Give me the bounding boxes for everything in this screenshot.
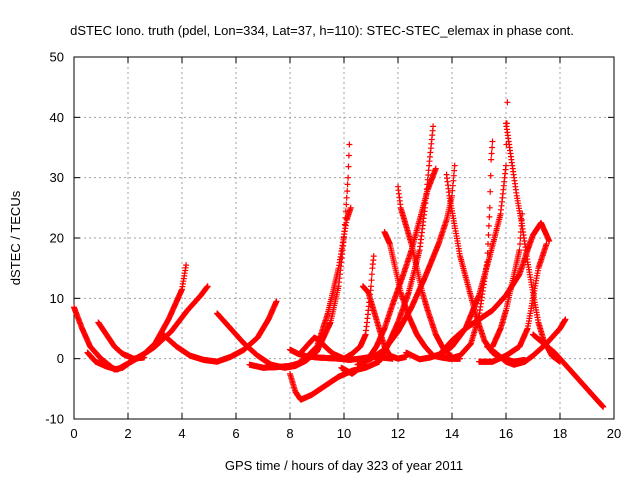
data-point xyxy=(485,232,492,238)
x-tick-label: 0 xyxy=(70,426,77,441)
data-point xyxy=(487,172,494,179)
data-point xyxy=(183,262,190,269)
axis-ticks: 0 2 4 6 8 10 12 14 16 18 20 -10 0 10 20 30 40 50 xyxy=(45,50,621,442)
data-point xyxy=(345,152,352,159)
y-axis-label: dSTEC / TECUs xyxy=(8,190,23,285)
data-point xyxy=(488,156,495,163)
data-point xyxy=(485,241,491,247)
x-tick-label: 8 xyxy=(286,426,293,441)
y-tick-label: 0 xyxy=(57,351,64,366)
data-point xyxy=(430,123,437,130)
series-22 xyxy=(530,331,607,410)
x-tick-label: 4 xyxy=(178,426,185,441)
data-point xyxy=(141,354,148,361)
data-point xyxy=(489,138,496,145)
data-point xyxy=(487,188,494,195)
x-axis-label: GPS time / hours of day 323 of year 2011 xyxy=(225,458,463,473)
series-3 xyxy=(95,319,148,362)
data-point xyxy=(343,201,350,208)
x-tick-label: 16 xyxy=(499,426,513,441)
data-point xyxy=(273,298,280,305)
data-point xyxy=(486,204,493,211)
y-tick-label: 10 xyxy=(50,291,64,306)
data-point xyxy=(368,277,375,284)
data-point xyxy=(347,204,354,211)
y-tick-label: -10 xyxy=(45,412,64,427)
data-point xyxy=(503,162,509,169)
chart-title: dSTEC Iono. truth (pdel, Lon=334, Lat=37… xyxy=(70,23,574,38)
data-point xyxy=(517,241,523,247)
data-point xyxy=(485,222,492,229)
data-point xyxy=(489,144,496,151)
data-point xyxy=(343,194,350,201)
x-tick-label: 12 xyxy=(391,426,405,441)
data-point xyxy=(342,208,349,215)
data-point xyxy=(370,253,377,260)
series-6 xyxy=(246,204,354,371)
data-point xyxy=(486,213,493,220)
series-4 xyxy=(160,298,280,365)
data-point xyxy=(504,99,511,106)
x-tick-label: 2 xyxy=(124,426,131,441)
data-point xyxy=(368,283,374,290)
data-point xyxy=(345,163,352,170)
data-point xyxy=(346,141,353,148)
x-tick-label: 20 xyxy=(607,426,621,441)
data-point xyxy=(344,181,351,188)
data-point xyxy=(368,271,375,278)
y-tick-label: 50 xyxy=(50,50,64,65)
data-point xyxy=(488,150,495,157)
x-tick-label: 14 xyxy=(445,426,459,441)
y-tick-label: 30 xyxy=(50,170,64,185)
series-9 xyxy=(297,253,377,362)
y-tick-label: 20 xyxy=(50,231,64,246)
data-point xyxy=(345,174,352,181)
data-point xyxy=(451,162,458,169)
x-tick-label: 18 xyxy=(553,426,567,441)
data-point xyxy=(204,283,211,290)
x-tick-label: 10 xyxy=(337,426,351,441)
x-tick-label: 6 xyxy=(232,426,239,441)
data-marks xyxy=(71,99,607,410)
series-5 xyxy=(214,141,353,371)
data-point xyxy=(517,235,524,241)
y-tick-label: 40 xyxy=(50,110,64,125)
data-point xyxy=(344,188,351,195)
